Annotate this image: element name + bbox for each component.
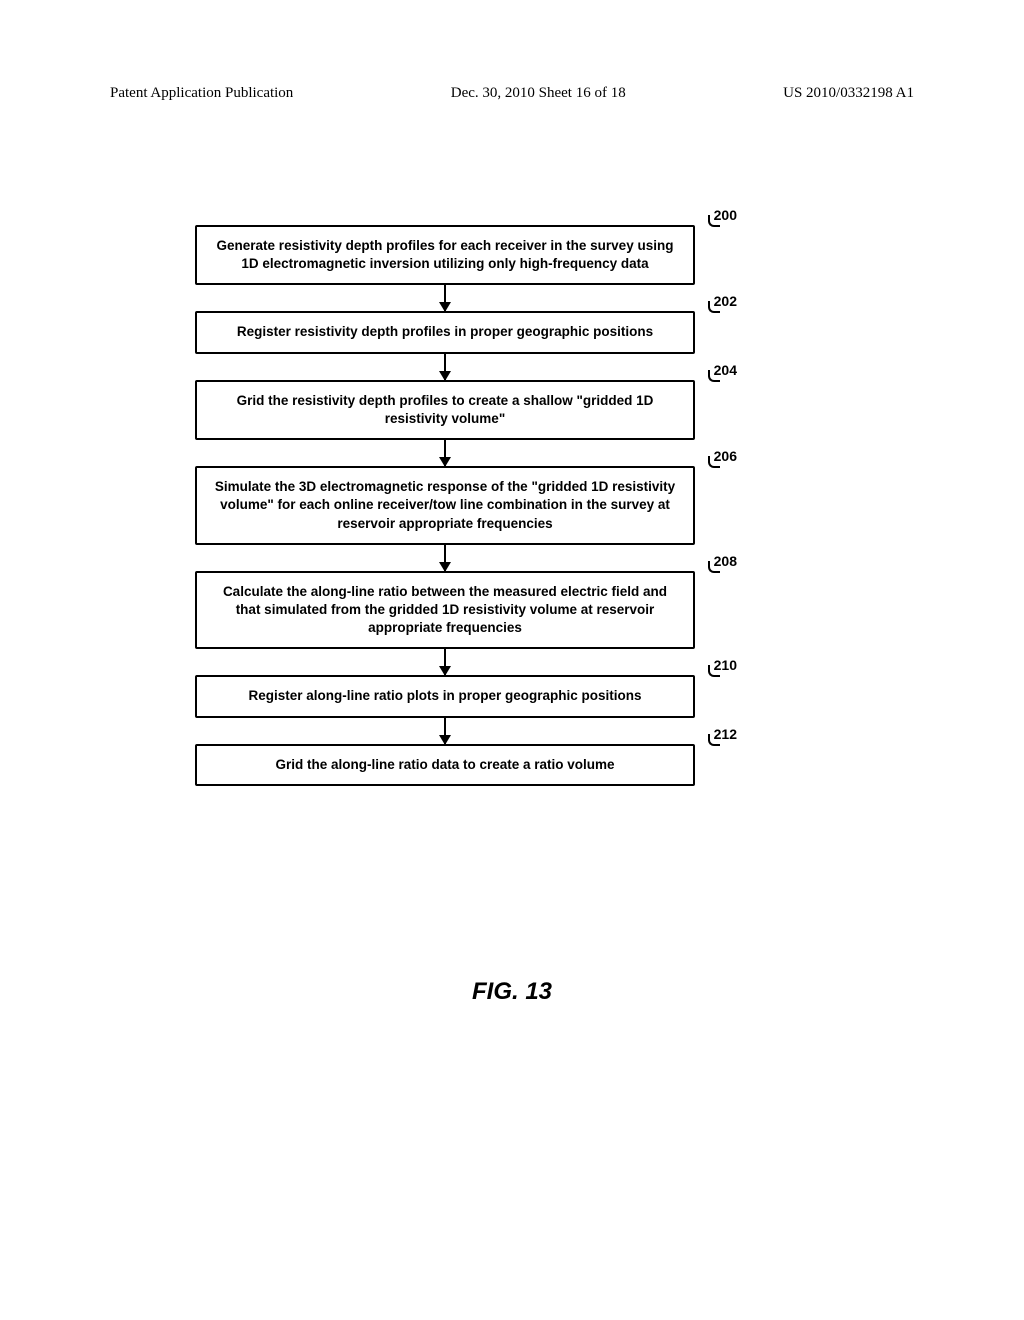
flowchart: 200 Generate resistivity depth profiles … xyxy=(195,225,695,786)
figure-caption: FIG. 13 xyxy=(0,978,1024,1006)
step-box: Grid the resistivity depth profiles to c… xyxy=(195,380,695,440)
flow-step: 210 Register along-line ratio plots in p… xyxy=(195,675,695,717)
flow-step: 208 Calculate the along-line ratio betwe… xyxy=(195,571,695,650)
step-box: Generate resistivity depth profiles for … xyxy=(195,225,695,285)
step-number: 210 xyxy=(714,657,737,673)
step-number: 200 xyxy=(714,207,737,223)
header-center: Dec. 30, 2010 Sheet 16 of 18 xyxy=(451,85,626,102)
flow-step: 202 Register resistivity depth profiles … xyxy=(195,311,695,353)
flow-step: 212 Grid the along-line ratio data to cr… xyxy=(195,744,695,786)
flow-arrow xyxy=(444,718,446,744)
header-right: US 2010/0332198 A1 xyxy=(783,85,914,102)
step-number: 204 xyxy=(714,362,737,378)
step-box: Register resistivity depth profiles in p… xyxy=(195,311,695,353)
flow-step: 204 Grid the resistivity depth profiles … xyxy=(195,380,695,440)
step-box: Grid the along-line ratio data to create… xyxy=(195,744,695,786)
flow-arrow xyxy=(444,354,446,380)
page-header: Patent Application Publication Dec. 30, … xyxy=(0,85,1024,102)
step-number: 212 xyxy=(714,726,737,742)
flow-arrow xyxy=(444,285,446,311)
flow-arrow xyxy=(444,649,446,675)
flow-arrow xyxy=(444,545,446,571)
step-box: Simulate the 3D electromagnetic response… xyxy=(195,466,695,545)
flow-arrow xyxy=(444,440,446,466)
step-box: Calculate the along-line ratio between t… xyxy=(195,571,695,650)
flow-step: 200 Generate resistivity depth profiles … xyxy=(195,225,695,285)
header-left: Patent Application Publication xyxy=(110,85,293,102)
step-number: 206 xyxy=(714,448,737,464)
step-box: Register along-line ratio plots in prope… xyxy=(195,675,695,717)
step-number: 202 xyxy=(714,293,737,309)
step-number: 208 xyxy=(714,553,737,569)
flow-step: 206 Simulate the 3D electromagnetic resp… xyxy=(195,466,695,545)
